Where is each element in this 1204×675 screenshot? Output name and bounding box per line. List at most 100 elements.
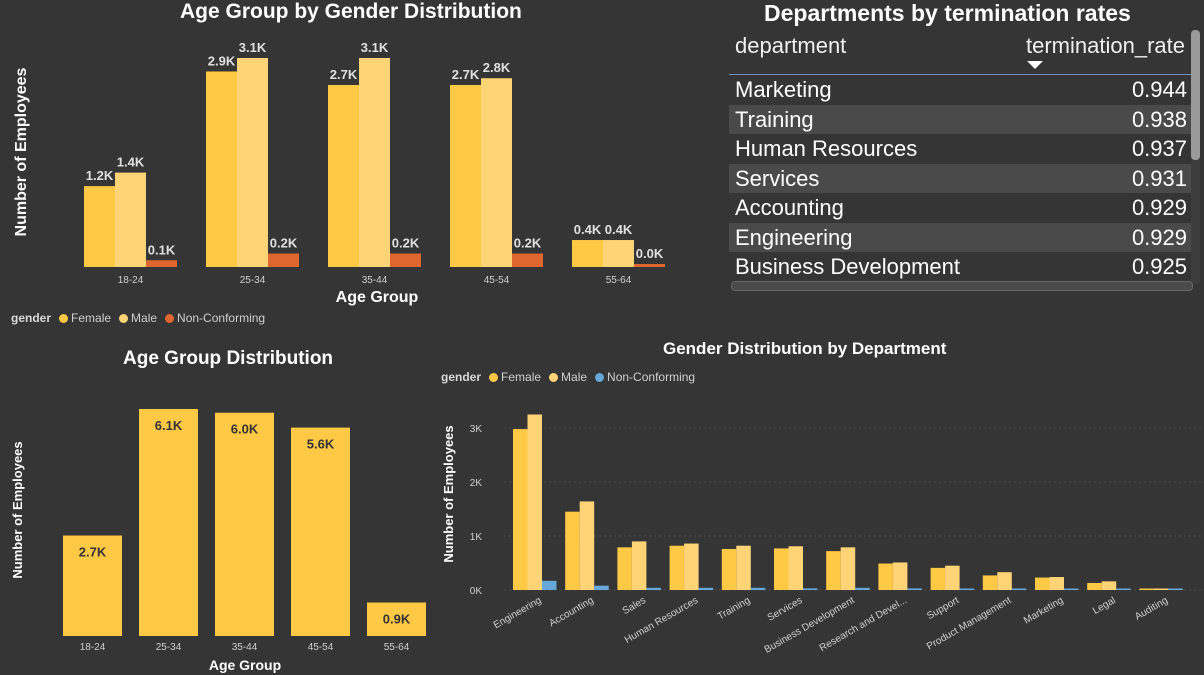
bar-male	[527, 414, 542, 590]
age-distribution-chart-panel: Age Group Distribution 2.7K 18-24 6.1K 25-3…	[0, 340, 440, 675]
legend-label-female: Female	[501, 370, 542, 384]
legend-item-nonconforming[interactable]: Non-Conforming	[595, 370, 695, 384]
data-label: 0.0K	[636, 246, 664, 261]
bar-female	[513, 429, 528, 590]
legend-item-female[interactable]: Female	[489, 370, 541, 384]
bar-male	[631, 541, 647, 590]
table-row[interactable]: Engineering 0.929	[729, 222, 1191, 252]
table-row[interactable]: Services 0.931	[729, 163, 1191, 193]
data-label: 1.4K	[117, 155, 145, 170]
termination-rate-cell: 0.938	[1131, 106, 1187, 132]
legend-item-nonconforming[interactable]: Non-Conforming	[165, 311, 265, 325]
bar-male	[579, 501, 595, 590]
y-tick-label: 2K	[470, 478, 483, 489]
y-tick-label: 0K	[470, 586, 483, 597]
x-tick-label: 55-64	[606, 275, 632, 286]
table-row[interactable]: Business Development 0.925	[729, 252, 1191, 281]
age-gender-chart-title: Age Group by Gender Distribution	[180, 0, 522, 23]
legend-item-male[interactable]: Male	[119, 311, 157, 325]
column-header-termination-rate[interactable]: termination_rate	[1026, 33, 1185, 58]
bar-non-conforming	[1168, 588, 1183, 590]
bar-female-45-54	[450, 84, 481, 267]
bar-45-54	[291, 427, 350, 636]
bar-female	[1087, 582, 1102, 590]
data-label: 0.2K	[514, 236, 542, 251]
termination-rate-cell: 0.929	[1131, 195, 1187, 220]
bar-female-55-64	[572, 240, 603, 267]
data-label: 0.9K	[383, 612, 411, 627]
bar-male	[1153, 588, 1169, 590]
department-cell: Accounting	[735, 195, 844, 220]
termination-table-title: Departments by termination rates	[764, 0, 1131, 26]
bar-18-24	[63, 535, 122, 636]
data-label: 3.1K	[239, 40, 267, 55]
x-tick-label: Accounting	[547, 595, 595, 629]
termination-rate-cell: 0.931	[1131, 165, 1187, 191]
department-cell: Marketing	[735, 77, 832, 102]
department-cell: Human Resources	[735, 136, 918, 161]
data-label: 2.8K	[483, 60, 511, 75]
bar-non-conforming-45-54	[512, 253, 543, 267]
data-label: 2.7K	[452, 67, 480, 82]
table-horizontal-scrollbar[interactable]	[731, 281, 1193, 291]
legend-title: gender	[441, 370, 482, 384]
termination-rate-cell: 0.937	[1131, 136, 1187, 161]
bar-non-conforming	[594, 585, 609, 590]
bar-non-conforming	[1064, 588, 1079, 590]
bar-female	[878, 563, 893, 590]
legend-title: gender	[11, 311, 52, 325]
scrollbar-thumb[interactable]	[1191, 30, 1200, 160]
female-dot-icon	[489, 372, 499, 382]
y-axis-title: Number of Employees	[13, 67, 30, 236]
data-label: 6.1K	[155, 418, 183, 433]
bar-male	[1049, 577, 1064, 590]
male-dot-icon	[119, 313, 129, 323]
age-gender-legend: gender Female Male Non-Conforming	[11, 311, 269, 325]
table-row[interactable]: Training 0.938	[729, 104, 1191, 134]
y-axis-title: Number of Employees	[441, 425, 456, 562]
bar-male	[997, 572, 1012, 590]
bar-female-18-24	[84, 186, 115, 267]
department-cell: Engineering	[735, 224, 853, 250]
bar-male-55-64	[603, 240, 634, 267]
bar-male	[736, 545, 751, 590]
bar-female	[1035, 577, 1050, 590]
x-tick-label: 35-44	[232, 642, 258, 653]
x-tick-label: Legal	[1091, 595, 1118, 617]
table-vertical-scrollbar[interactable]	[1191, 30, 1200, 284]
x-tick-label: Auditing	[1133, 595, 1170, 623]
table-row[interactable]: Marketing 0.944	[729, 75, 1191, 104]
bar-non-conforming	[542, 580, 557, 590]
male-dot-icon	[549, 372, 559, 382]
legend-label-male: Male	[561, 370, 588, 384]
bar-non-conforming	[803, 588, 818, 590]
bar-male-45-54	[481, 78, 512, 268]
table-row[interactable]: Accounting 0.929	[729, 193, 1191, 222]
bar-female	[826, 551, 841, 590]
sort-descending-icon[interactable]	[1027, 61, 1043, 69]
department-cell: Training	[735, 106, 814, 132]
bar-female	[721, 548, 737, 590]
bar-non-conforming	[855, 587, 870, 590]
legend-item-male[interactable]: Male	[549, 370, 587, 384]
bar-25-34	[139, 409, 198, 636]
legend-item-female[interactable]: Female	[59, 311, 111, 325]
termination-rate-cell: 0.929	[1131, 224, 1187, 250]
age-gender-chart: 1.2K1.4K0.1K18-242.9K3.1K0.2K25-342.7K3.…	[13, 40, 665, 306]
data-label: 6.0K	[231, 422, 259, 437]
data-label: 2.7K	[330, 67, 358, 82]
bar-female	[669, 545, 685, 590]
dept-gender-legend: gender Female Male Non-Conforming	[441, 370, 699, 384]
data-label: 0.2K	[270, 236, 298, 251]
x-tick-label: Support	[925, 595, 961, 622]
x-tick-label: Sales	[621, 595, 648, 617]
column-header-department[interactable]: department	[735, 33, 847, 58]
bar-non-conforming	[907, 588, 922, 590]
table-row[interactable]: Human Resources 0.937	[729, 134, 1191, 163]
x-tick-label: Training	[716, 595, 752, 622]
nonconforming-dot-icon	[595, 372, 605, 382]
termination-rate-cell: 0.925	[1131, 254, 1187, 279]
data-label: 5.6K	[307, 437, 335, 452]
bar-female-25-34	[206, 71, 237, 267]
x-tick-label: Product Management	[925, 595, 1013, 652]
